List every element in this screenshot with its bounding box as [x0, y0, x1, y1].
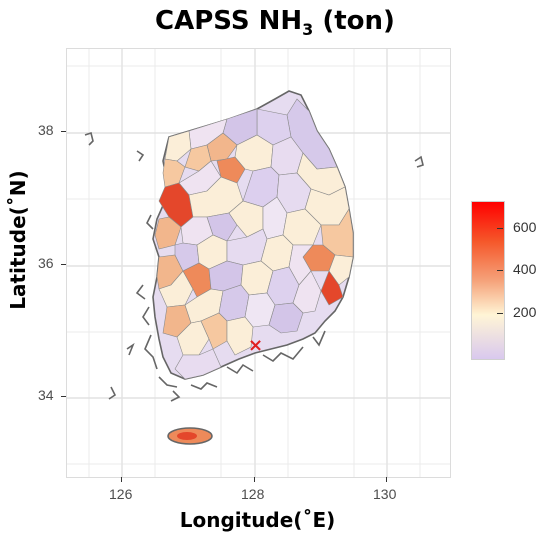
jeju-core [177, 432, 197, 440]
x-tick-label-126: 126 [109, 486, 133, 502]
coastline-islands [84, 131, 424, 402]
x-tick-label-128: 128 [241, 486, 265, 502]
y-tickmark-36 [61, 264, 66, 265]
color-legend-bar [471, 201, 505, 360]
marker-x: × [248, 335, 263, 356]
x-tickmark-126 [121, 477, 122, 482]
major-gridlines [67, 49, 450, 477]
x-tickmark-130 [386, 477, 387, 482]
map-svg: × [67, 49, 450, 477]
x-tick-label-130: 130 [373, 486, 397, 502]
legend-tick-400 [497, 270, 503, 271]
y-tick-label-38: 38 [38, 122, 54, 138]
x-axis-label: Longitude(˚E) [179, 508, 336, 532]
y-axis-label: Latitude(˚N) [6, 170, 30, 310]
title-subscript: 3 [302, 20, 314, 40]
gridlines [67, 49, 450, 477]
legend-label-600: 600 [513, 219, 537, 235]
y-tick-label-34: 34 [38, 387, 54, 403]
legend-label-400: 400 [513, 261, 537, 277]
x-tickmark-128 [254, 477, 255, 482]
map-panel: × [66, 48, 451, 478]
y-tickmark-34 [61, 396, 66, 397]
legend-label-200: 200 [513, 304, 537, 320]
title-text: CAPSS NH [155, 6, 303, 36]
legend-tick-600 [497, 228, 503, 229]
chart-title: CAPSS NH3 (ton) [0, 6, 550, 39]
district-patches [154, 98, 354, 380]
legend-tick-200 [497, 313, 503, 314]
y-tickmark-38 [61, 131, 66, 132]
title-unit: (ton) [313, 6, 395, 36]
y-tick-label-36: 36 [38, 255, 54, 271]
